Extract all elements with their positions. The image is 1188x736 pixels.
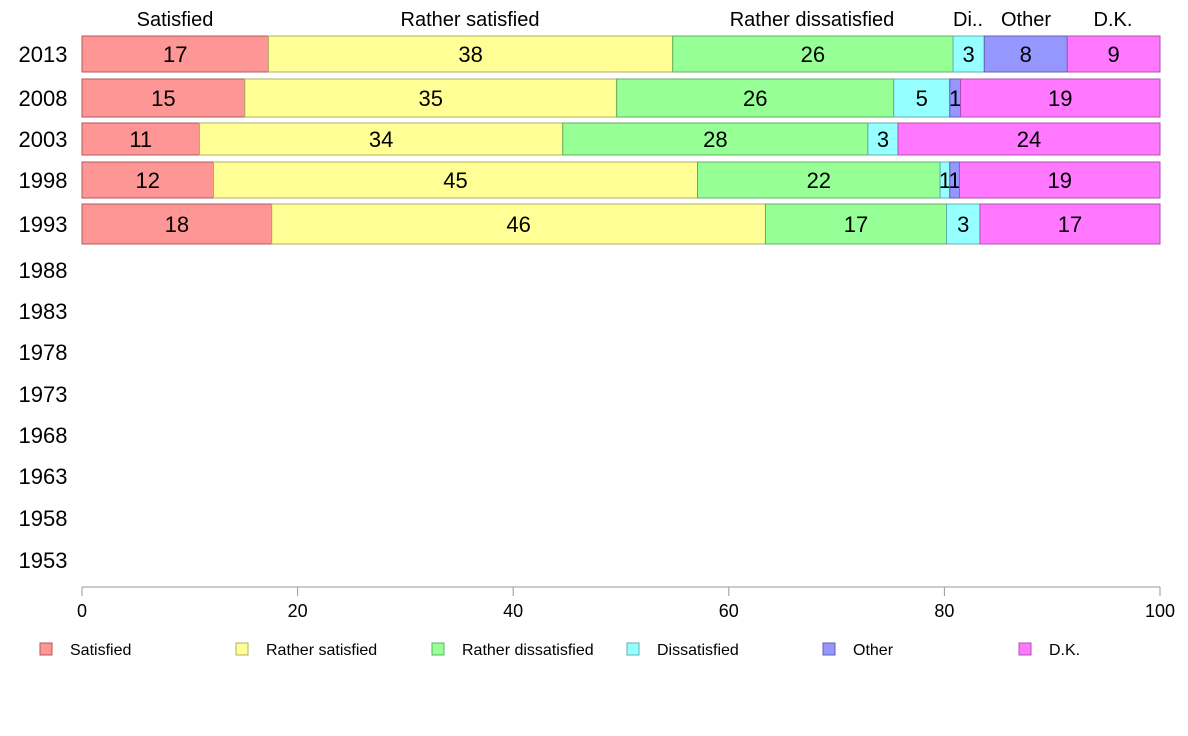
year-label-1953: 1953 — [19, 548, 68, 573]
bar-label-2008-satisfied: 15 — [151, 86, 175, 111]
bar-1993-d-k — [979, 203, 1161, 245]
bar-label-1993-rather-dissatisfied: 17 — [844, 212, 868, 237]
legend-label-satisfied: Satisfied — [70, 642, 131, 659]
x-axis: 0 20 40 60 80 100 — [77, 586, 1175, 621]
bar-label-1993-dissatisfied: 3 — [957, 212, 969, 237]
bar-label-1993-rather-satisfied: 46 — [506, 212, 530, 237]
x-tick-label-60: 60 — [719, 601, 739, 621]
x-tick-label-100: 100 — [1145, 601, 1175, 621]
bar-label-2003-rather-satisfied: 34 — [369, 127, 393, 152]
year-label-1968: 1968 — [19, 423, 68, 448]
bar-label-1998-dissatisfied: 1 — [939, 168, 951, 193]
year-label-2013: 2013 — [19, 42, 68, 67]
legend-swatch-d-k — [1018, 642, 1032, 656]
legend-label-dissatisfied: Dissatisfied — [657, 642, 739, 659]
top-label-d-k: D.K. — [1094, 9, 1133, 31]
bar-label-2013-dissatisfied: 3 — [963, 42, 975, 67]
bar-2013-rather-dissatisfied — [672, 35, 954, 73]
legend-swatch-satisfied — [39, 642, 53, 656]
bar-label-2008-rather-dissatisfied: 26 — [743, 86, 767, 111]
bar-2003-rather-dissatisfied — [562, 122, 869, 156]
bar-label-1998-rather-dissatisfied: 22 — [807, 168, 831, 193]
year-label-1988: 1988 — [19, 258, 68, 283]
top-label-rather-dissatisfied: Rather dissatisfied — [730, 9, 895, 31]
bar-2003-rather-satisfied — [199, 122, 564, 156]
year-label-1963: 1963 — [19, 464, 68, 489]
bar-label-2013-rather-dissatisfied: 26 — [801, 42, 825, 67]
x-tick-label-40: 40 — [503, 601, 523, 621]
bar-label-1993-d-k: 17 — [1058, 212, 1082, 237]
bar-label-2003-dissatisfied: 3 — [877, 127, 889, 152]
bar-label-1998-d-k: 19 — [1048, 168, 1072, 193]
year-label-1998: 1998 — [19, 168, 68, 193]
legend-swatch-rather-dissatisfied — [431, 642, 445, 656]
bar-2003-dissatisfied — [867, 122, 899, 156]
bar-1993-dissatisfied — [946, 203, 981, 245]
legend: Satisfied Rather satisfied Rather dissatis… — [39, 642, 1080, 659]
bar-2008-dissatisfied — [893, 78, 951, 118]
bar-1998-rather-dissatisfied — [697, 161, 941, 199]
bar-2013-other — [983, 35, 1068, 73]
year-label-2003: 2003 — [19, 127, 68, 152]
bar-label-2003-satisfied: 11 — [129, 127, 152, 152]
top-label-di: Di.. — [953, 9, 983, 31]
top-category-labels: Satisfied Rather satisfied Rather dissatis… — [137, 9, 1133, 31]
bar-1993-rather-dissatisfied — [764, 203, 948, 245]
year-label-1993: 1993 — [19, 212, 68, 237]
x-tick-label-0: 0 — [77, 601, 87, 621]
bar-label-2003-rather-dissatisfied: 28 — [703, 127, 727, 152]
year-label-1983: 1983 — [19, 299, 68, 324]
bar-label-2008-rather-satisfied: 35 — [418, 86, 442, 111]
bar-label-1998-rather-satisfied: 45 — [443, 168, 467, 193]
year-label-1973: 1973 — [19, 382, 68, 407]
x-tick-label-80: 80 — [934, 601, 954, 621]
bar-label-2008-dissatisfied: 5 — [916, 86, 928, 111]
bar-2013-rather-satisfied — [267, 35, 674, 73]
bar-2008-satisfied — [81, 78, 246, 118]
top-label-satisfied: Satisfied — [137, 9, 214, 31]
legend-label-d-k: D.K. — [1049, 642, 1080, 659]
year-label-1978: 1978 — [19, 340, 68, 365]
bar-2013-d-k — [1066, 35, 1161, 73]
bar-2003-satisfied — [81, 122, 201, 156]
bar-1998-d-k — [958, 161, 1161, 199]
bar-1993-rather-satisfied — [271, 203, 766, 245]
year-label-2008: 2008 — [19, 86, 68, 111]
legend-swatch-other — [822, 642, 836, 656]
bar-label-2008-d-k: 19 — [1048, 86, 1072, 111]
x-tick-label-20: 20 — [288, 601, 308, 621]
bar-label-2013-satisfied: 17 — [163, 42, 187, 67]
bar-label-1993-satisfied: 18 — [165, 212, 189, 237]
year-label-1958: 1958 — [19, 506, 68, 531]
bar-label-1998-satisfied: 12 — [136, 168, 160, 193]
bar-label-2003-d-k: 24 — [1017, 127, 1041, 152]
bar-label-1998-other: 1 — [949, 168, 961, 193]
legend-label-other: Other — [853, 642, 894, 659]
legend-swatch-dissatisfied — [626, 642, 640, 656]
legend-swatch-rather-satisfied — [235, 642, 249, 656]
bar-2008-rather-dissatisfied — [616, 78, 895, 118]
legend-label-rather-satisfied: Rather satisfied — [266, 642, 377, 659]
bar-label-2008-other: 1 — [949, 86, 961, 111]
bar-label-2013-rather-satisfied: 38 — [458, 42, 482, 67]
bar-2008-d-k — [960, 78, 1161, 118]
bar-label-2013-other: 8 — [1020, 42, 1032, 67]
top-label-other: Other — [1001, 9, 1051, 31]
bar-1998-rather-satisfied — [213, 161, 699, 199]
bar-2008-rather-satisfied — [244, 78, 618, 118]
top-label-rather-satisfied: Rather satisfied — [401, 9, 540, 31]
year-axis-labels: 2013 2008 2003 1998 1993 1988 1983 1978 1973 1968… — [19, 42, 68, 573]
bar-label-2013-d-k: 9 — [1108, 42, 1120, 67]
legend-label-rather-dissatisfied: Rather dissatisfied — [462, 642, 594, 659]
bar-1993-satisfied — [81, 203, 273, 245]
bar-2003-d-k — [897, 122, 1161, 156]
bar-2013-satisfied — [81, 35, 269, 73]
